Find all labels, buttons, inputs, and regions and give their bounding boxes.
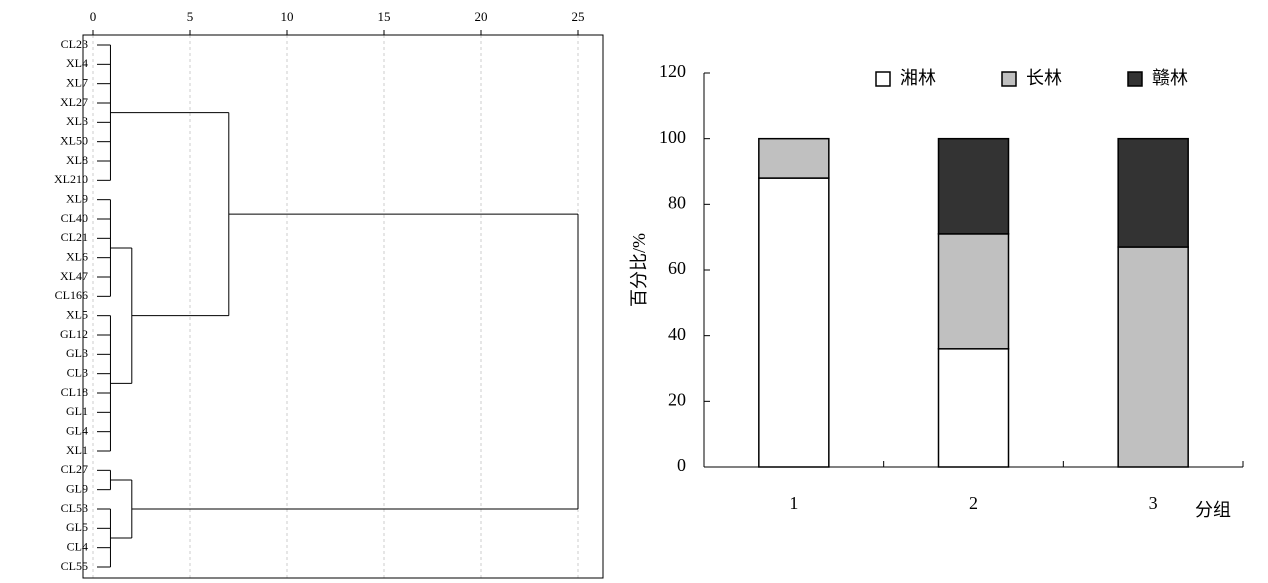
legend-swatch — [875, 71, 891, 87]
y-tick-label: 0 — [677, 455, 686, 475]
leaf-label: GL1 — [66, 404, 88, 418]
x-tick-label: 20 — [475, 9, 488, 24]
leaf-label: CL18 — [61, 385, 88, 399]
leaf-label: GL12 — [60, 327, 88, 341]
plot-frame — [82, 34, 604, 579]
leaf-label: XL210 — [54, 172, 88, 186]
leaf-label: XL1 — [66, 443, 88, 457]
leaf-label: XL6 — [66, 249, 88, 263]
legend-swatch — [1001, 71, 1017, 87]
x-tick-label: 15 — [378, 9, 391, 24]
y-tick-label: 20 — [668, 389, 686, 409]
leaf-label: XL3 — [66, 114, 88, 128]
bar-segment — [1117, 246, 1189, 468]
bar-segment — [937, 348, 1010, 468]
leaf-label: CL3 — [67, 365, 88, 379]
legend-label: 赣林 — [1152, 68, 1188, 88]
leaf-label: CL40 — [61, 211, 88, 225]
leaf-label: CL166 — [55, 288, 88, 302]
leaf-label: XL7 — [66, 75, 88, 89]
x-tick-label: 2 — [969, 493, 978, 513]
leaf-label: XL27 — [60, 95, 88, 109]
leaf-label: GL5 — [66, 520, 88, 534]
x-axis-label: 分组 — [1195, 500, 1231, 520]
y-tick-label: 100 — [659, 127, 686, 147]
bar-segment — [937, 137, 1010, 235]
y-tick-label: 60 — [668, 258, 686, 278]
y-tick-label: 40 — [668, 324, 686, 344]
x-tick-label: 0 — [90, 9, 97, 24]
leaf-label: CL55 — [61, 559, 88, 573]
leaf-label: XL4 — [66, 56, 88, 70]
legend-swatch — [1127, 71, 1143, 87]
x-tick-label: 5 — [187, 9, 194, 24]
leaf-label: CL21 — [61, 230, 88, 244]
bar-segment — [758, 137, 830, 179]
y-tick-label: 120 — [659, 61, 686, 81]
x-tick-label: 10 — [281, 9, 294, 24]
leaf-label: GL4 — [66, 423, 88, 437]
leaf-label: XL47 — [60, 269, 88, 283]
leaf-label: CL27 — [61, 462, 88, 476]
bar-segment — [1117, 137, 1189, 248]
leaf-label: CL53 — [61, 501, 88, 515]
bar-segment — [937, 233, 1010, 350]
x-tick-label: 1 — [789, 493, 798, 513]
y-tick-label: 80 — [668, 192, 686, 212]
leaf-label: XL5 — [66, 307, 88, 321]
leaf-label: XL50 — [60, 133, 88, 147]
x-tick-label: 3 — [1149, 493, 1158, 513]
leaf-label: GL9 — [66, 481, 88, 495]
leaf-label: XL8 — [66, 153, 88, 167]
leaf-label: GL3 — [66, 346, 88, 360]
legend-label: 长林 — [1026, 68, 1062, 88]
bar-segment — [758, 177, 830, 468]
legend-label: 湘林 — [900, 68, 936, 88]
x-tick-label: 25 — [572, 9, 585, 24]
leaf-label: CL23 — [61, 37, 88, 51]
y-axis-label: 百分比/% — [629, 233, 649, 307]
leaf-label: XL9 — [66, 191, 88, 205]
leaf-label: CL4 — [67, 539, 88, 553]
